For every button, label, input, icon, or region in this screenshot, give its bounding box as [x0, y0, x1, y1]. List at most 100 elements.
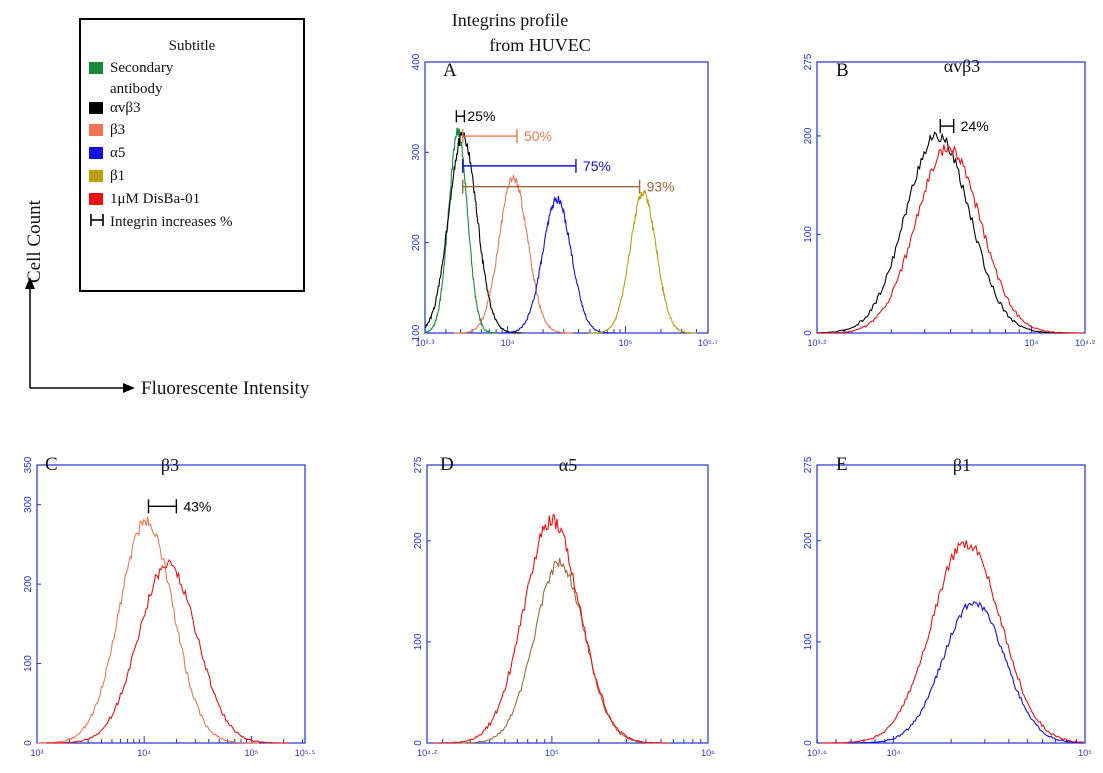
bracket-label: 43%: [183, 498, 211, 514]
bracket-label: 25%: [467, 108, 495, 124]
x-tick-label: 10⁴: [887, 748, 901, 758]
panel-letter: E: [836, 454, 848, 475]
increase-bracket: 75%: [462, 158, 611, 174]
legend-swatch: [89, 62, 103, 74]
legend-swatch: [89, 102, 103, 114]
y-tick-label: 0: [803, 740, 814, 746]
y-tick-label: 275: [803, 53, 814, 70]
series-line: [424, 131, 523, 334]
legend-entry-label: antibody: [110, 81, 163, 97]
series-line: [845, 600, 1085, 744]
y-tick-label: 200: [411, 234, 422, 251]
bracket-label: 75%: [583, 158, 611, 174]
panel-title: α5: [559, 455, 577, 475]
increase-bracket: 43%: [147, 498, 211, 514]
legend-entry-label: Integrin increases %: [110, 214, 232, 230]
legend-entry-label: β1: [110, 168, 125, 184]
y-tick-label: 0: [413, 740, 424, 746]
plot-frame: [816, 464, 1086, 744]
panel-letter: C: [45, 454, 58, 475]
up-arrow-icon: [25, 277, 35, 289]
series-line: [497, 195, 617, 334]
x-tick-label: 10⁴: [501, 338, 515, 348]
y-tick-label: 200: [803, 532, 814, 549]
y-tick-label: 350: [23, 456, 34, 473]
y-tick-label: 100: [23, 655, 34, 672]
bracket-label: 24%: [961, 118, 989, 134]
figure-title-line2: from HUVEC: [489, 35, 591, 55]
series-line: [817, 144, 1084, 334]
plot-frame: [36, 464, 306, 744]
legend-swatch: [89, 170, 103, 182]
series-line: [37, 516, 259, 744]
increase-bracket: 24%: [939, 118, 989, 134]
y-tick-label: 100: [803, 633, 814, 650]
series-line: [46, 559, 290, 744]
bracket-label: 93%: [647, 179, 675, 195]
y-tick-label: 200: [23, 575, 34, 592]
plot-frame: [426, 464, 709, 744]
legend: Subtitle Secondary antibody αvβ3 β3 α5 β1 1μM …: [79, 18, 305, 292]
legend-title: Subtitle: [169, 38, 216, 54]
x-tick-label: 10³·³: [415, 338, 434, 348]
y-tick-label: 0: [23, 740, 34, 746]
y-tick-label: 100: [413, 633, 424, 650]
series-line: [424, 127, 498, 334]
x-tick-label: 10⁵: [545, 748, 559, 758]
x-tick-label: 10⁵: [1078, 748, 1092, 758]
increase-bracket: 50%: [462, 128, 552, 144]
series-line: [817, 131, 1073, 334]
panel-title: β3: [161, 455, 179, 475]
y-tick-label: 275: [803, 456, 814, 473]
legend-frame: [79, 18, 305, 292]
panel-a: A 100 200 300 400 10³·³ 10⁴ 10⁵ 10⁵·⁷ 25% 50% 75% 93…: [411, 53, 718, 348]
right-arrow-icon: [123, 383, 135, 393]
x-tick-label: 10⁵: [245, 748, 259, 758]
legend-swatch: [89, 124, 103, 136]
x-tick-label: 10³·⁶: [807, 748, 827, 758]
y-axis-label: Cell Count: [24, 199, 45, 283]
y-tick-label: 300: [411, 144, 422, 161]
panel-title: αvβ3: [944, 56, 981, 76]
x-tick-label: 10⁴: [1024, 338, 1038, 348]
panel-letter: A: [443, 60, 457, 81]
series-line: [588, 188, 698, 334]
y-tick-label: 400: [411, 53, 422, 70]
x-tick-label: 10⁴: [137, 748, 151, 758]
x-tick-label: 10⁵·⁵: [295, 748, 316, 758]
x-tick-label: 10⁵: [619, 338, 633, 348]
y-tick-label: 0: [803, 330, 814, 336]
plot-frame: [424, 61, 709, 334]
y-tick-label: 200: [803, 127, 814, 144]
y-tick-label: 100: [803, 226, 814, 243]
x-tick-label: 10⁶: [701, 748, 715, 758]
x-tick-label: 10³·²: [807, 338, 826, 348]
x-tick-label: 10³: [30, 748, 43, 758]
legend-swatch: [89, 193, 103, 205]
legend-entry-label: α5: [110, 145, 125, 161]
y-tick-label: 300: [23, 496, 34, 513]
x-axis-label: Fluorescente Intensity: [141, 378, 310, 399]
series-line: [454, 558, 665, 744]
x-tick-label: 10⁵·⁷: [698, 338, 718, 348]
panel-title: β1: [953, 455, 971, 475]
x-tick-label: 10⁴·²: [417, 748, 437, 758]
increase-bracket: 25%: [455, 108, 495, 124]
legend-entry-label: αvβ3: [110, 100, 141, 116]
legend-bracket-icon: [90, 214, 104, 226]
y-tick-label: 275: [413, 456, 424, 473]
y-tick-label: 200: [413, 532, 424, 549]
axis-direction-arrows: Cell Count Fluorescente Intensity: [24, 199, 310, 399]
legend-entry-label: 1μM DisBa-01: [110, 191, 200, 207]
legend-entry-label: Secondary: [110, 60, 174, 76]
series-line: [454, 174, 573, 334]
panel-letter: D: [440, 454, 454, 475]
figure-title: Integrins profile: [452, 10, 568, 30]
plot-frame: [816, 61, 1086, 334]
series-line: [433, 513, 670, 744]
increase-bracket: 93%: [462, 179, 675, 195]
